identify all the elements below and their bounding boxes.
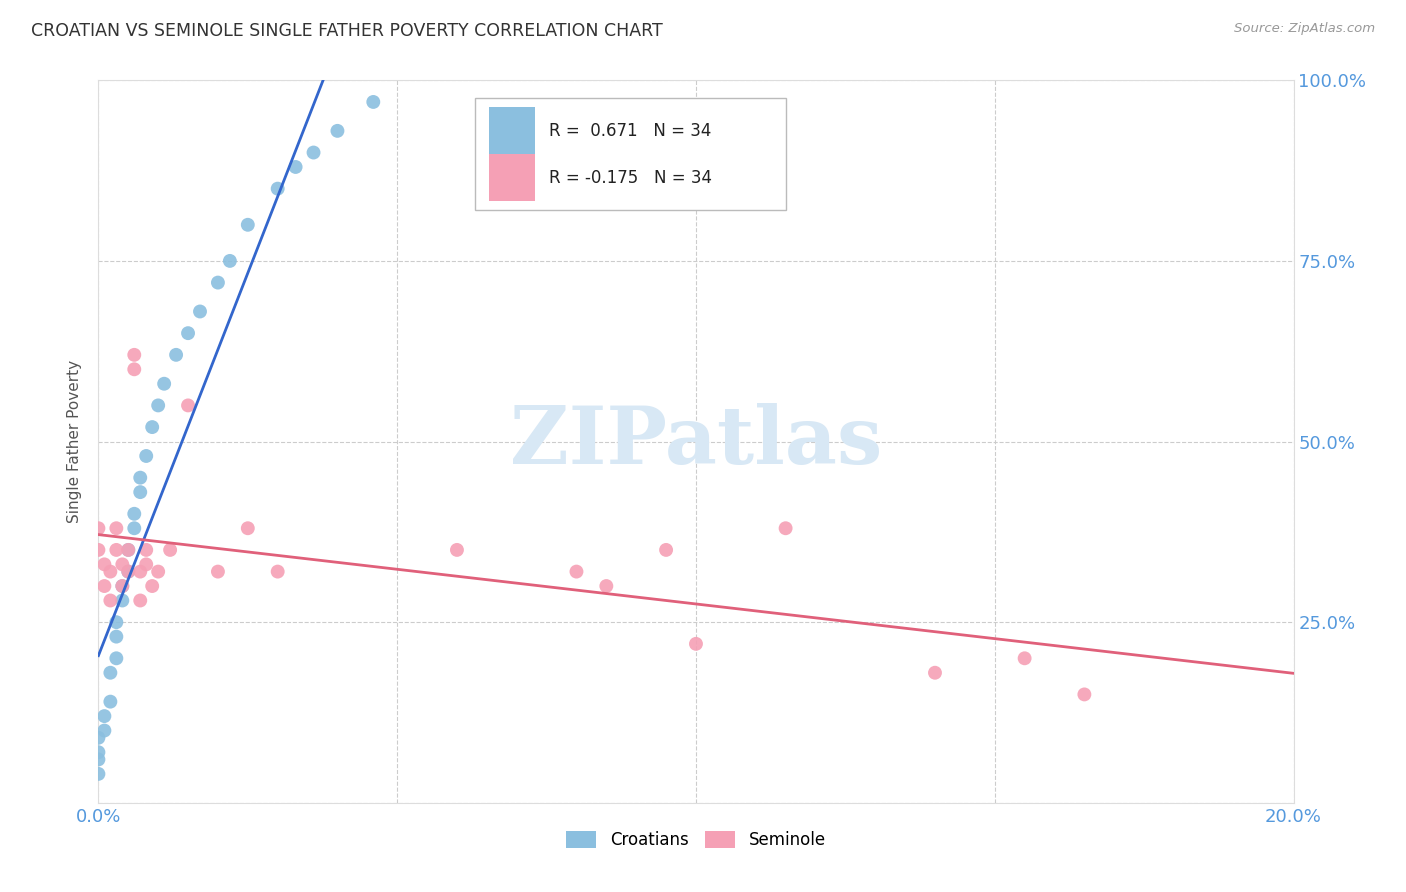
Point <box>98 695 122 709</box>
Point <box>105 615 128 630</box>
Point <box>111 579 134 593</box>
Text: CROATIAN VS SEMINOLE SINGLE FATHER POVERTY CORRELATION CHART: CROATIAN VS SEMINOLE SINGLE FATHER POVER… <box>31 22 662 40</box>
Point <box>924 665 946 680</box>
Point <box>105 542 128 557</box>
Point <box>188 304 211 318</box>
Point <box>141 579 163 593</box>
FancyBboxPatch shape <box>489 154 534 202</box>
Point <box>775 521 797 535</box>
Point <box>302 145 325 160</box>
Point <box>87 767 110 781</box>
FancyBboxPatch shape <box>475 98 786 211</box>
Point <box>363 95 385 109</box>
Point <box>565 565 588 579</box>
Point <box>219 253 242 268</box>
Point <box>117 565 139 579</box>
Point <box>105 521 128 535</box>
Point <box>148 565 170 579</box>
Point <box>129 470 152 484</box>
Point <box>1073 687 1095 701</box>
Point <box>595 579 617 593</box>
Point <box>98 593 122 607</box>
Point <box>87 745 110 759</box>
Point <box>124 348 146 362</box>
Point <box>98 665 122 680</box>
Point <box>207 565 229 579</box>
Point <box>129 485 152 500</box>
Point <box>284 160 307 174</box>
Point <box>93 558 115 572</box>
Point <box>111 579 134 593</box>
FancyBboxPatch shape <box>489 107 534 154</box>
Point <box>105 651 128 665</box>
Point <box>267 182 290 196</box>
Point <box>93 709 115 723</box>
Point <box>117 542 139 557</box>
Point <box>93 723 115 738</box>
Point <box>129 565 152 579</box>
Point <box>446 542 468 557</box>
Point <box>148 398 170 412</box>
Point <box>236 521 259 535</box>
Point <box>159 542 181 557</box>
Point <box>236 218 259 232</box>
Point <box>165 348 187 362</box>
Point <box>129 593 152 607</box>
Y-axis label: Single Father Poverty: Single Father Poverty <box>67 360 83 523</box>
Point <box>87 752 110 766</box>
Point <box>111 558 134 572</box>
Point <box>207 276 229 290</box>
Point <box>141 420 163 434</box>
Point <box>87 521 110 535</box>
Text: Source: ZipAtlas.com: Source: ZipAtlas.com <box>1234 22 1375 36</box>
Point <box>685 637 707 651</box>
Text: ZIPatlas: ZIPatlas <box>510 402 882 481</box>
Point <box>124 362 146 376</box>
Point <box>105 630 128 644</box>
Point <box>153 376 176 391</box>
Point <box>135 449 157 463</box>
Point <box>117 565 139 579</box>
Point <box>326 124 349 138</box>
Text: R =  0.671   N = 34: R = 0.671 N = 34 <box>548 122 711 140</box>
Point <box>111 593 134 607</box>
Point <box>98 565 122 579</box>
Point <box>87 542 110 557</box>
Point <box>267 565 290 579</box>
Text: R = -0.175   N = 34: R = -0.175 N = 34 <box>548 169 711 186</box>
Point <box>177 326 200 340</box>
Point <box>93 579 115 593</box>
Point <box>177 398 200 412</box>
Point <box>124 507 146 521</box>
Point <box>135 558 157 572</box>
Point <box>124 521 146 535</box>
Point <box>117 542 139 557</box>
Point <box>655 542 678 557</box>
Point <box>87 731 110 745</box>
Legend: Croatians, Seminole: Croatians, Seminole <box>560 824 832 856</box>
Point <box>135 542 157 557</box>
Point <box>1014 651 1036 665</box>
